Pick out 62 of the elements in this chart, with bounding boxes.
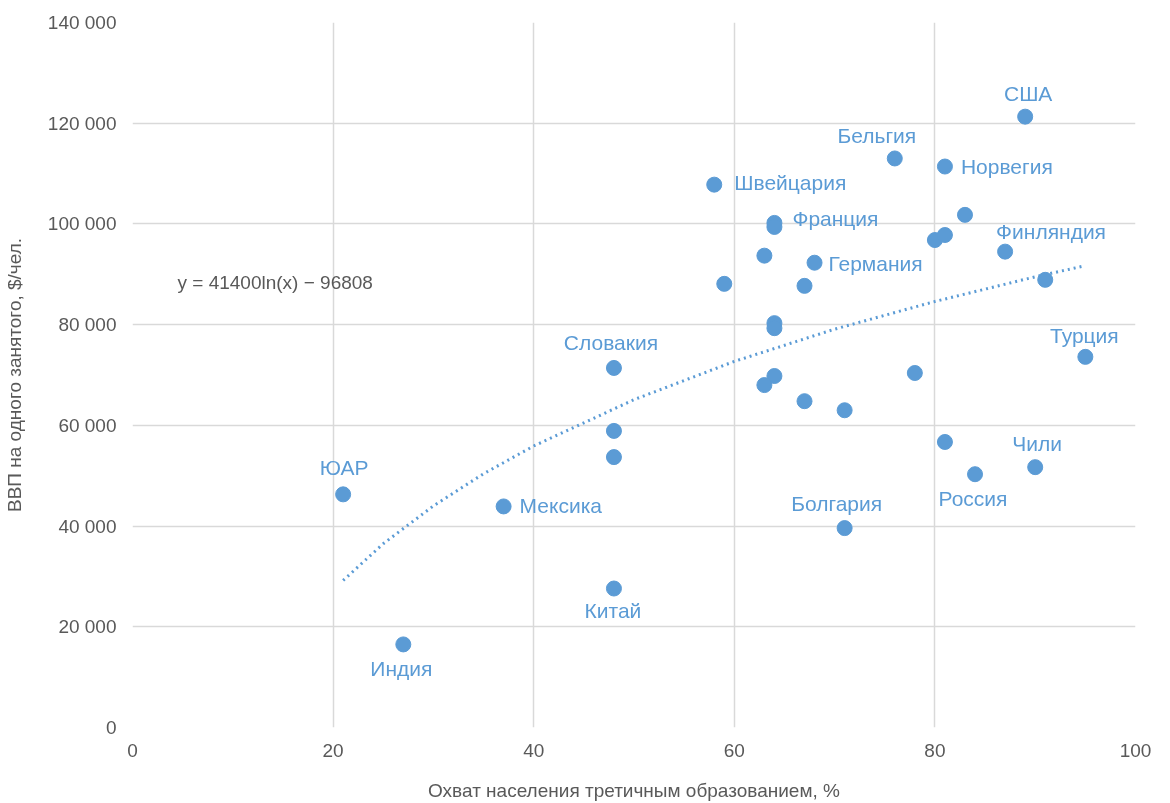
point — [605, 359, 622, 376]
point — [997, 243, 1014, 260]
annotation: Чили — [1012, 431, 1063, 455]
point — [1017, 108, 1034, 125]
point — [806, 254, 823, 271]
annotation: Россия — [938, 486, 1008, 510]
annotation: Швейцария — [734, 171, 847, 195]
annotation: Франция — [792, 207, 879, 231]
y-tick-label: 80 000 — [58, 314, 117, 336]
y-tick-label: 120 000 — [47, 112, 117, 134]
annotation: Мексика — [519, 493, 603, 517]
x-tick-label: 60 — [723, 739, 745, 761]
annotation: Индия — [370, 656, 433, 680]
point — [395, 636, 412, 653]
point — [1027, 459, 1044, 476]
x-tick-label: 20 — [322, 739, 344, 761]
point — [967, 466, 984, 483]
point — [605, 580, 622, 597]
point — [956, 206, 973, 223]
point — [706, 176, 723, 193]
point — [766, 368, 783, 384]
point — [605, 422, 622, 439]
x-tick-label: 40 — [523, 739, 545, 761]
annotation: Финляндия — [996, 220, 1106, 244]
y-tick-label: 0 — [105, 717, 117, 738]
point — [796, 277, 813, 294]
point — [796, 393, 813, 410]
y-tick-label: 60 000 — [58, 414, 117, 436]
annotation: США — [1003, 82, 1053, 106]
annotation: Германия — [828, 252, 923, 276]
annotation: y = 41400ln(x) − 96808 — [177, 272, 373, 293]
annotation: Словакия — [563, 331, 659, 355]
y-tick-label: 40 000 — [58, 515, 117, 537]
x-tick-label: 80 — [924, 739, 946, 761]
annotation: Бельгия — [837, 123, 917, 147]
point — [886, 150, 903, 167]
y-axis-title: ВВП на одного занятого, $/чел. — [3, 237, 25, 513]
x-axis-title: Охват населения третичным образованием, % — [428, 779, 841, 801]
y-tick-label: 100 000 — [47, 213, 117, 235]
y-tick-label: 140 000 — [47, 12, 117, 33]
point — [836, 402, 853, 419]
point — [1037, 271, 1054, 288]
annotation: Турция — [1049, 324, 1119, 348]
point — [495, 498, 512, 515]
point — [605, 449, 622, 466]
point — [836, 520, 853, 537]
annotation: ЮАР — [319, 455, 369, 479]
x-tick-label: 100 — [1119, 739, 1152, 761]
x-tick-label: 0 — [127, 739, 138, 761]
point — [716, 275, 733, 292]
point — [906, 365, 923, 381]
point — [936, 433, 953, 450]
point — [936, 227, 953, 243]
annotation: Китай — [584, 599, 642, 623]
point — [1077, 348, 1094, 365]
point — [756, 247, 773, 264]
point — [936, 158, 953, 175]
annotation: Норвегия — [960, 155, 1053, 179]
y-tick-label: 20 000 — [58, 616, 117, 638]
annotation: Болгария — [791, 491, 883, 515]
point — [756, 377, 773, 394]
point — [335, 486, 352, 503]
